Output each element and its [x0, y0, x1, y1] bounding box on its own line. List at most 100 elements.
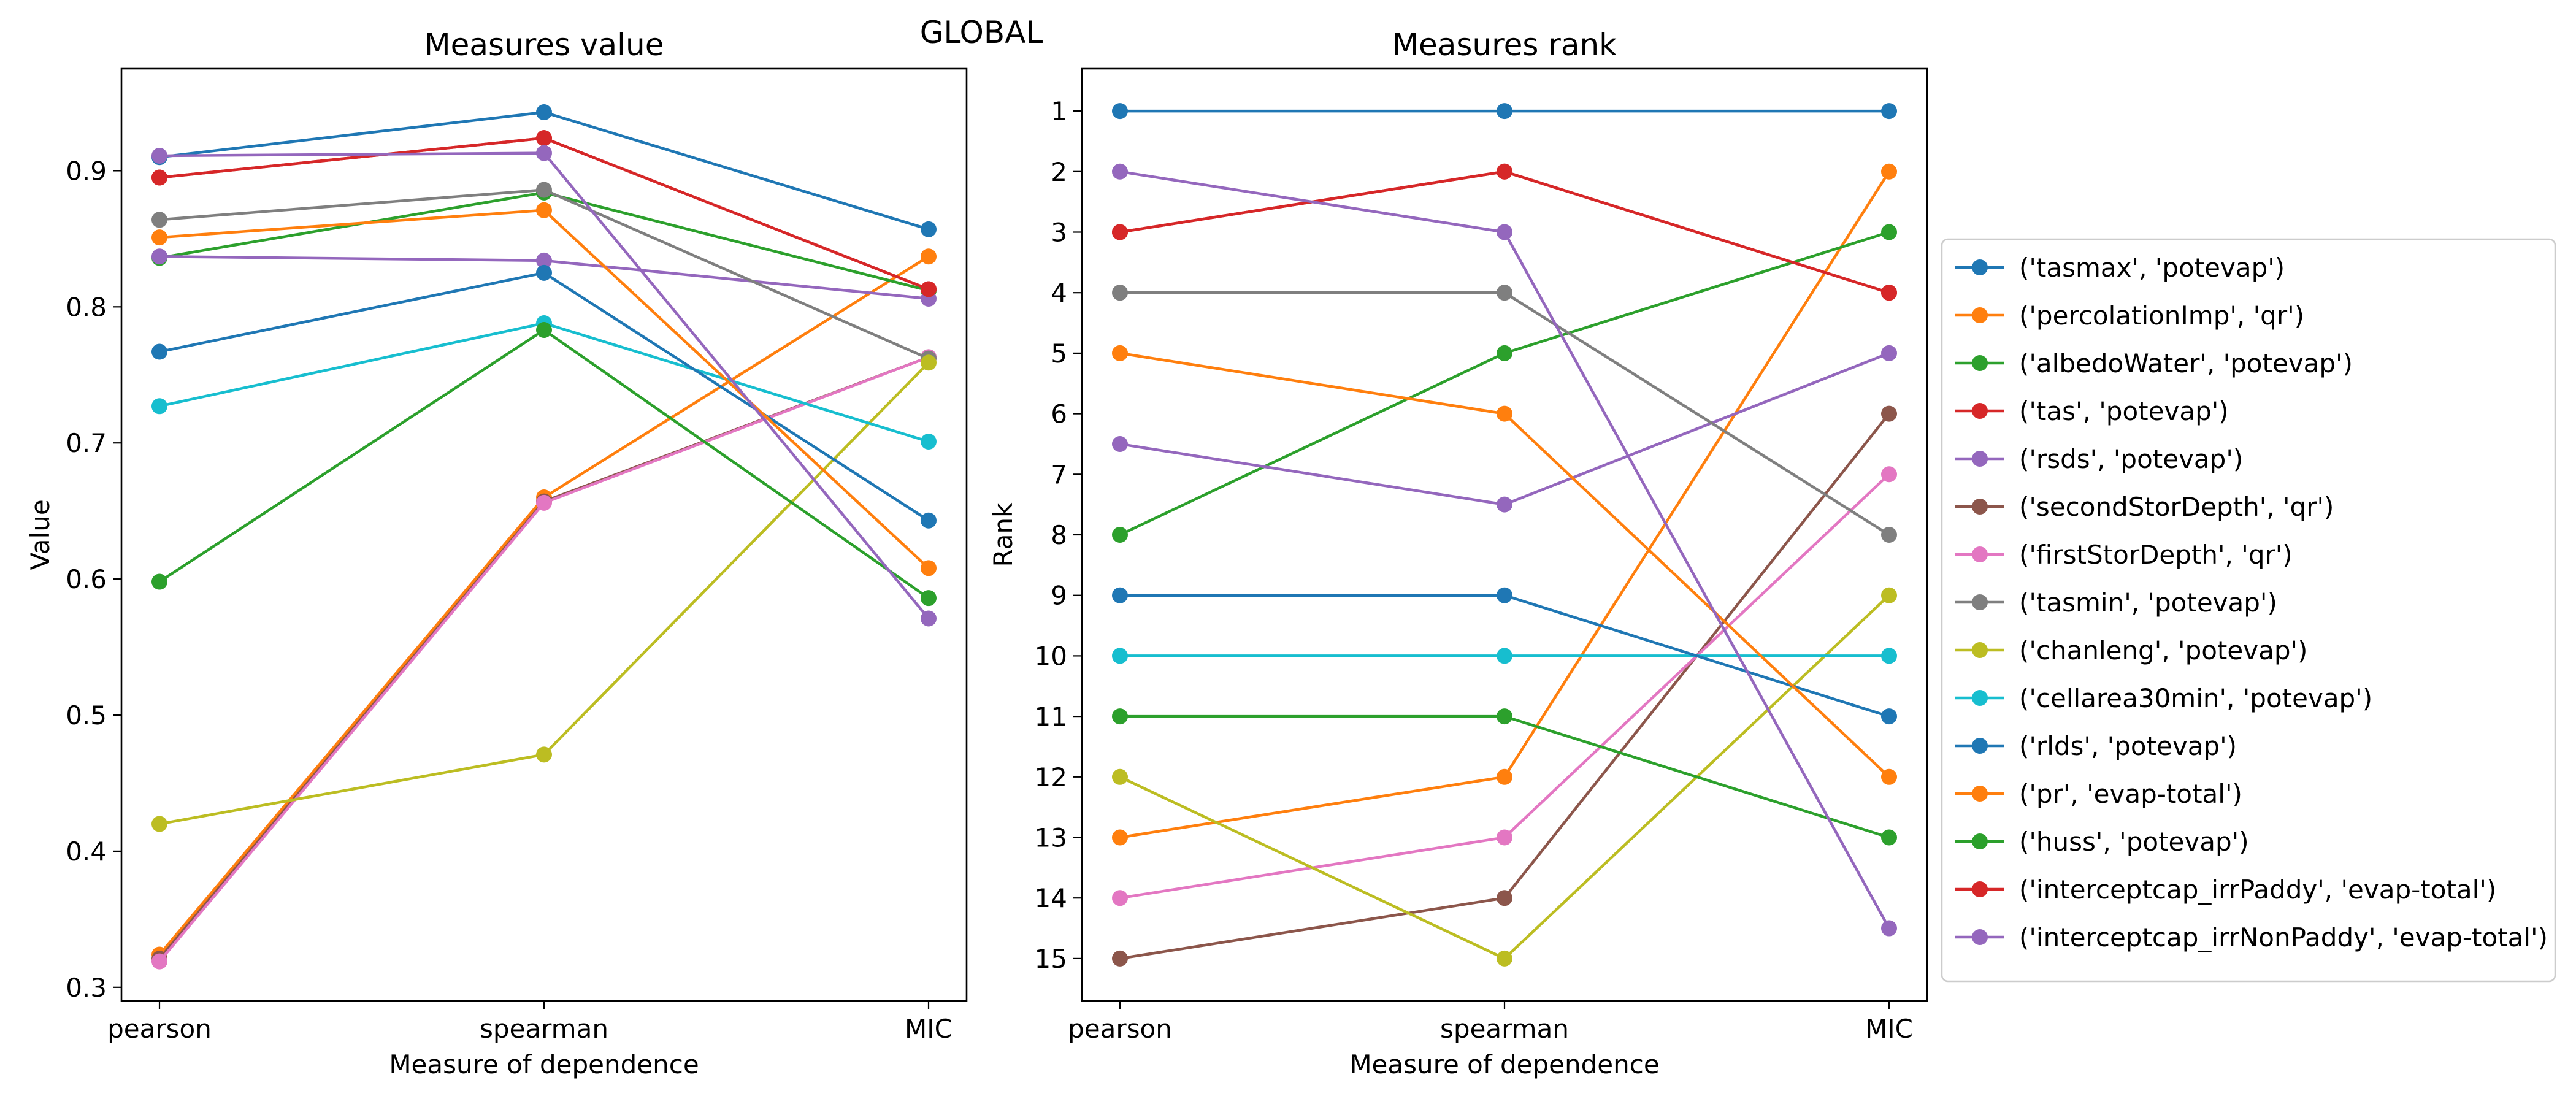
- rank-y-tick-label: 1: [1051, 96, 1067, 126]
- rank-data-point: [1497, 829, 1512, 846]
- value-series-11: [151, 264, 937, 529]
- rank-data-point: [1881, 648, 1897, 664]
- rank-y-tick-label: 13: [1035, 823, 1067, 853]
- value-data-point: [151, 169, 167, 186]
- legend-item: ('pr', 'evap-total'): [1955, 779, 2242, 809]
- value-series-12: [151, 202, 937, 576]
- legend-label: ('huss', 'potevap'): [2019, 827, 2249, 857]
- rank-data-point: [1881, 405, 1897, 422]
- value-data-point: [536, 182, 552, 198]
- rank-y-tick-label: 11: [1035, 702, 1067, 732]
- rank-series-9: [1112, 587, 1897, 967]
- legend-swatch-marker: [1972, 833, 1988, 849]
- value-data-point: [536, 494, 552, 511]
- legend-label: ('tas', 'potevap'): [2019, 396, 2229, 426]
- rank-data-point: [1497, 496, 1512, 513]
- legend-label: ('interceptcap_irrPaddy', 'evap-total'): [2019, 875, 2496, 905]
- value-y-tick-label: 0.9: [66, 156, 107, 186]
- rank-data-point: [1881, 920, 1897, 937]
- figure-suptitle: GLOBAL: [920, 15, 1043, 50]
- value-data-point: [536, 104, 552, 121]
- value-data-point: [151, 398, 167, 415]
- value-data-point: [921, 434, 937, 450]
- rank-data-point: [1112, 163, 1128, 180]
- legend-label: ('tasmin', 'potevap'): [2019, 588, 2277, 618]
- rank-data-point: [1112, 768, 1128, 785]
- value-data-point: [536, 746, 552, 763]
- value-data-point: [921, 281, 937, 297]
- value-data-point: [151, 229, 167, 246]
- rank-data-point: [1497, 587, 1512, 603]
- rank-data-point: [1881, 708, 1897, 725]
- value-series-line: [159, 321, 929, 443]
- rank-data-point: [1497, 405, 1512, 422]
- value-y-axis-label: Value: [25, 499, 55, 570]
- value-data-point: [151, 343, 167, 360]
- rank-data-point: [1497, 708, 1512, 725]
- rank-series-12: [1112, 345, 1897, 785]
- rank-data-point: [1497, 103, 1512, 120]
- value-series-2: [151, 248, 937, 963]
- rank-data-point: [1112, 950, 1128, 967]
- legend-label: ('cellarea30min', 'potevap'): [2019, 683, 2372, 713]
- rank-series-7: [1112, 466, 1897, 906]
- value-y-tick-label: 0.6: [66, 564, 107, 594]
- rank-data-point: [1497, 224, 1512, 240]
- value-x-tick-label: pearson: [107, 1014, 212, 1044]
- rank-y-tick-label: 7: [1051, 459, 1067, 489]
- value-series-line: [158, 328, 930, 600]
- rank-data-point: [1881, 768, 1897, 785]
- rank-data-point: [1497, 950, 1512, 967]
- value-data-point: [921, 610, 937, 627]
- legend-swatch-marker: [1972, 642, 1988, 658]
- rank-series-6: [1112, 405, 1897, 967]
- legend-label: ('secondStorDepth', 'qr'): [2019, 492, 2334, 522]
- value-chart-panel: Measures value pearson spearman MIC 0.3 0.4 0.…: [25, 27, 968, 1079]
- rank-y-tick-label: 10: [1035, 641, 1067, 671]
- legend-label: ('rsds', 'potevap'): [2019, 444, 2243, 474]
- rank-series-13: [1112, 708, 1897, 846]
- value-series-7: [151, 349, 937, 970]
- value-y-tick-label: 0.5: [66, 700, 107, 730]
- value-data-point: [536, 252, 552, 269]
- rank-series-3: [1112, 224, 1897, 543]
- rank-series-11: [1112, 587, 1897, 725]
- rank-y-tick-label: 8: [1051, 520, 1067, 550]
- legend-item: ('rlds', 'potevap'): [1955, 731, 2237, 761]
- rank-series-line: [1119, 231, 1890, 537]
- rank-y-tick-label: 12: [1035, 762, 1067, 792]
- legend-label: ('percolationImp', 'qr'): [2019, 301, 2304, 331]
- value-series-9: [151, 354, 937, 832]
- legend-label: ('chanleng', 'potevap'): [2019, 635, 2307, 665]
- legend-swatch-marker: [1972, 307, 1988, 323]
- rank-data-point: [1112, 829, 1128, 846]
- value-x-tick-label: MIC: [905, 1014, 953, 1044]
- rank-y-tick-label: 14: [1035, 883, 1067, 913]
- legend-item: ('tasmax', 'potevap'): [1955, 253, 2285, 283]
- rank-y-tick-label: 5: [1051, 339, 1067, 369]
- value-x-axis-label: Measure of dependence: [389, 1049, 699, 1079]
- legend-swatch-marker: [1972, 690, 1988, 706]
- value-data-point: [921, 221, 937, 237]
- rank-data-point: [1881, 829, 1897, 846]
- value-series-line: [159, 271, 930, 522]
- value-chart-title: Measures value: [424, 27, 664, 63]
- rank-data-point: [1497, 768, 1512, 785]
- value-series-15: [151, 145, 937, 627]
- legend-swatch-marker: [1972, 738, 1988, 754]
- rank-data-point: [1881, 285, 1897, 301]
- legend-item: ('interceptcap_irrPaddy', 'evap-total'): [1955, 875, 2496, 905]
- legend-label: ('pr', 'evap-total'): [2019, 779, 2242, 809]
- rank-chart-title: Measures rank: [1392, 27, 1617, 63]
- legend-item: ('secondStorDepth', 'qr'): [1955, 492, 2334, 522]
- rank-series-5: [1112, 345, 1897, 513]
- legend-swatch-marker: [1972, 594, 1988, 610]
- value-data-point: [536, 130, 552, 147]
- legend-swatch-marker: [1972, 546, 1988, 562]
- rank-data-point: [1881, 587, 1897, 603]
- value-plot-frame: [120, 67, 968, 1002]
- rank-y-tick-label: 15: [1035, 944, 1067, 974]
- rank-data-point: [1881, 103, 1897, 120]
